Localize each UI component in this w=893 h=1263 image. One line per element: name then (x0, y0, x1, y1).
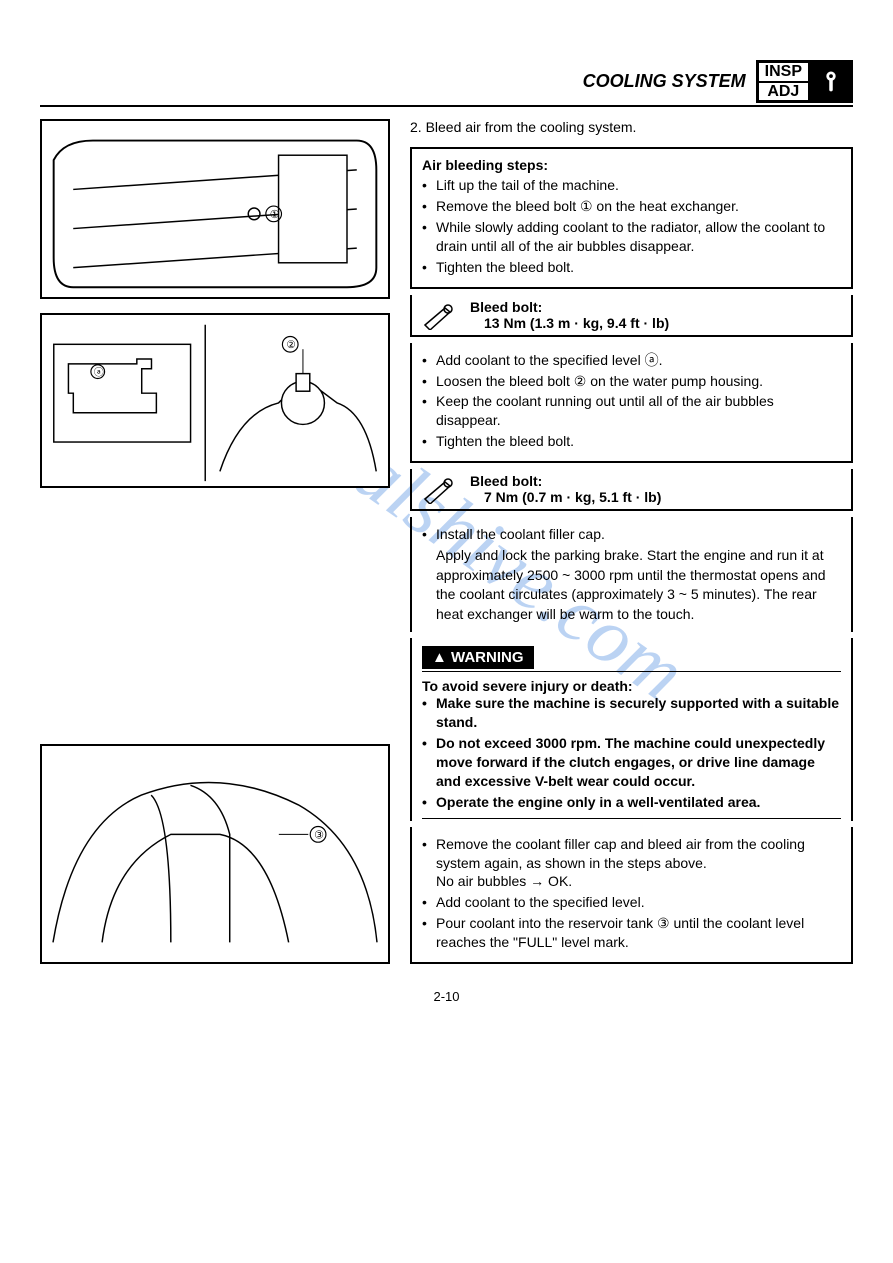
torque-spec-2: Bleed bolt: 7 Nm (0.7 m · kg, 5.1 ft · l… (410, 469, 853, 511)
diagram-3: ③ (40, 744, 390, 964)
warning-section: ▲ WARNING To avoid severe injury or deat… (410, 638, 853, 820)
badge-top: INSP (759, 63, 808, 83)
sub-line: No air bubbles → OK. (436, 872, 841, 891)
left-column: ① ⓐ ② (40, 119, 390, 964)
warning-item: Do not exceed 3000 rpm. The machine coul… (422, 734, 841, 791)
torque-icon (420, 474, 460, 504)
step-intro: 2. Bleed air from the cooling system. (410, 119, 853, 135)
warning-label: ▲ WARNING (422, 646, 534, 669)
wrench-icon (811, 60, 853, 103)
bleed-step: Remove the bleed bolt ① on the heat exch… (422, 197, 841, 216)
diagram-1: ① (40, 119, 390, 299)
svg-text:①: ① (270, 209, 280, 221)
header-badge: INSP ADJ (756, 60, 853, 103)
step: Add coolant to the specified level ⓐ. (422, 351, 841, 370)
torque-label: Bleed bolt: (470, 299, 669, 315)
insp-adj-box: INSP ADJ (756, 60, 811, 103)
badge-bottom: ADJ (759, 83, 808, 101)
step: Remove the coolant filler cap and bleed … (422, 835, 841, 892)
air-bleeding-title: Air bleeding steps: (422, 157, 841, 173)
step: Keep the coolant running out until all o… (422, 392, 841, 430)
bleed-step: Tighten the bleed bolt. (422, 258, 841, 277)
page-header: COOLING SYSTEM INSP ADJ (40, 60, 853, 107)
step: Install the coolant filler cap. (422, 525, 841, 544)
warning-item: Make sure the machine is securely suppor… (422, 694, 841, 732)
warning-item: Operate the engine only in a well-ventil… (422, 793, 841, 812)
right-column: 2. Bleed air from the cooling system. Ai… (410, 119, 853, 964)
step: Loosen the bleed bolt ② on the water pum… (422, 372, 841, 391)
diagram-2: ⓐ ② (40, 313, 390, 488)
warning-intro: To avoid severe injury or death: (422, 678, 841, 694)
svg-text:ⓐ: ⓐ (94, 367, 104, 379)
torque-value: 7 Nm (0.7 m · kg, 5.1 ft · lb) (470, 489, 661, 505)
section-title: COOLING SYSTEM (583, 71, 746, 92)
section-3: Install the coolant filler cap. Apply an… (410, 517, 853, 632)
step: Pour coolant into the reservoir tank ③ u… (422, 914, 841, 952)
svg-text:②: ② (286, 339, 296, 351)
section3-paragraph: Apply and lock the parking brake. Start … (422, 546, 841, 624)
air-bleeding-box: Air bleeding steps: Lift up the tail of … (410, 147, 853, 288)
torque-value: 13 Nm (1.3 m · kg, 9.4 ft · lb) (470, 315, 669, 331)
step: Add coolant to the specified level. (422, 893, 841, 912)
step: Tighten the bleed bolt. (422, 432, 841, 451)
bleed-step: Lift up the tail of the machine. (422, 176, 841, 195)
page-number: 2-10 (40, 989, 853, 1004)
svg-text:③: ③ (314, 829, 324, 841)
torque-label: Bleed bolt: (470, 473, 661, 489)
section-2: Add coolant to the specified level ⓐ. Lo… (410, 343, 853, 463)
section-4: Remove the coolant filler cap and bleed … (410, 827, 853, 964)
bleed-step: While slowly adding coolant to the radia… (422, 218, 841, 256)
torque-icon (420, 300, 460, 330)
torque-spec-1: Bleed bolt: 13 Nm (1.3 m · kg, 9.4 ft · … (410, 295, 853, 337)
